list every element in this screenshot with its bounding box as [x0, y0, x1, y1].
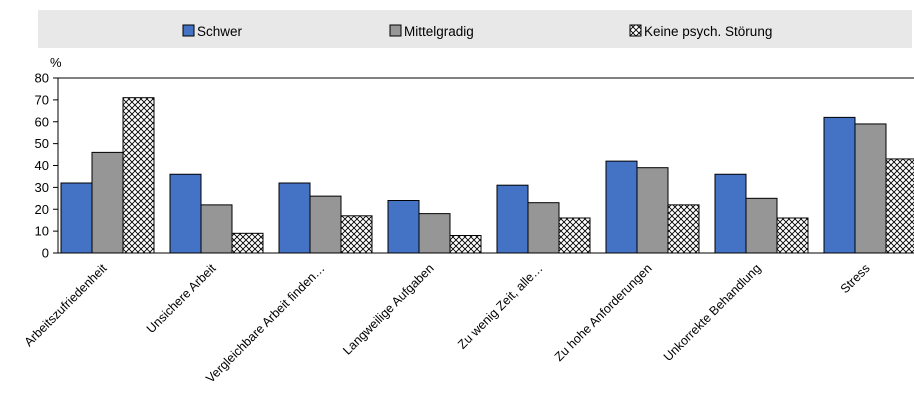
x-tick-label: Unkorrekte Behandlung	[661, 261, 764, 364]
bar	[387, 200, 420, 254]
x-tick-label: Stress	[838, 261, 873, 296]
y-tick-label: 70	[35, 92, 49, 107]
legend-swatch	[182, 24, 195, 37]
legend-label: Mittelgradig	[404, 24, 474, 39]
bar	[667, 204, 700, 254]
bar	[340, 215, 373, 254]
bar	[278, 182, 311, 254]
bar	[231, 232, 264, 254]
bar	[605, 160, 638, 254]
bar	[418, 213, 451, 254]
plot-area: 0 10 20 30 40 50 60 70 80 Arbeitszufriedenheit Uns…	[22, 71, 914, 386]
bar	[776, 217, 809, 254]
legend-label: Schwer	[197, 24, 243, 39]
x-tick-label: Langweilige Aufgaben	[340, 261, 436, 357]
bar	[200, 204, 233, 254]
y-axis-title: %	[50, 55, 62, 70]
y-tick-label: 40	[35, 158, 49, 173]
bar	[558, 217, 591, 254]
bar	[309, 195, 342, 254]
y-tick-label: 30	[35, 180, 49, 195]
bar	[636, 167, 669, 254]
x-tick-label: Zu wenig Zeit, alle…	[455, 261, 545, 351]
y-tick-label: 0	[42, 246, 49, 261]
bar	[745, 197, 778, 254]
bar	[885, 158, 914, 254]
legend-swatch	[389, 24, 402, 37]
bar	[122, 97, 155, 254]
bar	[60, 182, 93, 254]
legend-background	[38, 10, 912, 48]
y-tick-label: 20	[35, 202, 49, 217]
legend-swatch	[629, 24, 642, 37]
legend-label: Keine psych. Störung	[644, 24, 772, 39]
y-tick-label: 80	[35, 71, 49, 86]
x-tick-label: Vergleichbare Arbeit finden…	[203, 261, 327, 385]
x-tick-label: Unsichere Arbeit	[144, 261, 219, 336]
bar	[527, 202, 560, 254]
bar	[91, 151, 124, 254]
y-tick-label: 10	[35, 224, 49, 239]
bar	[714, 173, 747, 254]
x-tick-label: Arbeitszufriedenheit	[22, 261, 110, 349]
legend: Schwer Mittelgradig Keine psych. Störung	[182, 24, 772, 39]
bar	[496, 184, 529, 254]
x-tick-label: Zu hohe Anforderungen	[552, 261, 655, 364]
bar	[854, 123, 887, 254]
y-tick-label: 60	[35, 114, 49, 129]
y-tick-label: 50	[35, 136, 49, 151]
bar	[449, 235, 482, 254]
bar	[169, 173, 202, 254]
bar	[823, 116, 856, 254]
